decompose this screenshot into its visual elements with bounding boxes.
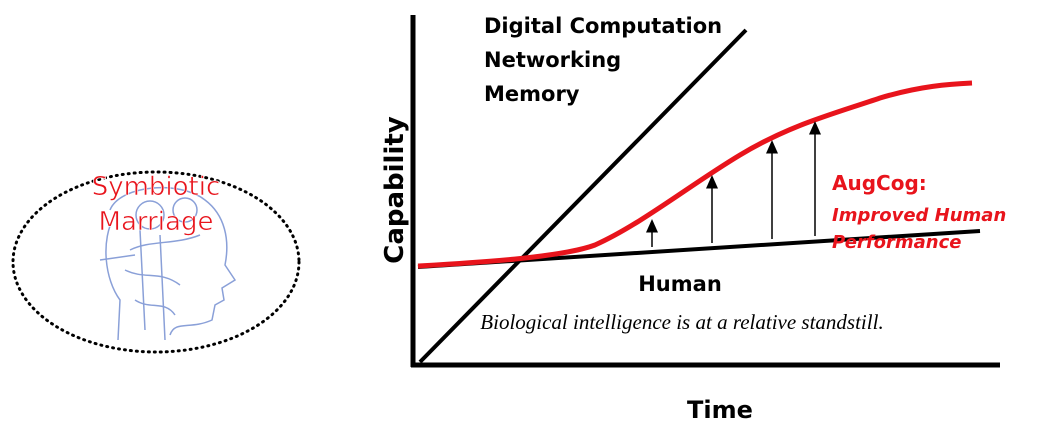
human-label: Human (638, 272, 722, 296)
tech-label: Memory (484, 82, 580, 106)
dotted-circle (11, 170, 301, 354)
title-line: Symbiotic (92, 172, 221, 202)
y-axis-label: Capability (380, 116, 410, 264)
technology-line (418, 28, 748, 364)
augmented-curve (417, 80, 973, 269)
title-line: Marriage (99, 207, 214, 237)
tech-label: Networking (484, 48, 621, 72)
x-axis-label: Time (687, 396, 753, 424)
head-sketch (99, 187, 237, 341)
augcog-subtitle: Performance (832, 232, 961, 253)
augcog-subtitle: Improved Human (832, 205, 1006, 226)
caption: Biological intelligence is at a relative… (480, 310, 883, 334)
tech-label: Digital Computation (484, 14, 722, 38)
augcog-title: AugCog: (832, 171, 927, 195)
